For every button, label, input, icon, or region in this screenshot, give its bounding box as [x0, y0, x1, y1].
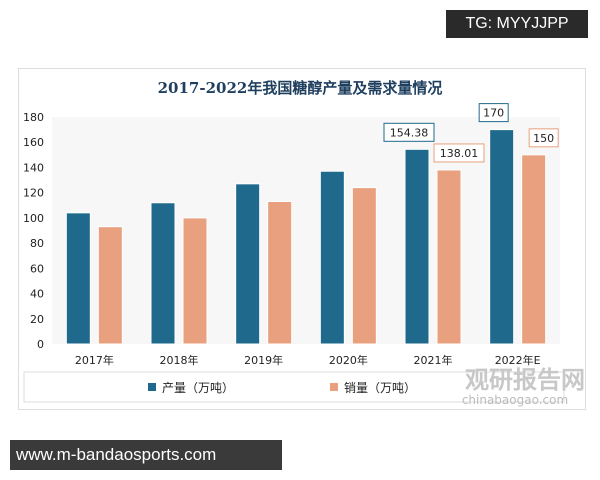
data-label-box [528, 128, 559, 148]
chart-panel [18, 68, 586, 410]
bar-production [489, 129, 515, 345]
y-tick-label: 80 [30, 237, 44, 250]
x-tick-label: 2022年E [495, 353, 541, 367]
legend-swatch [330, 383, 338, 391]
data-label-box [478, 103, 509, 123]
bar-production [150, 202, 176, 345]
data-label: 138.01 [440, 147, 479, 160]
y-tick-label: 20 [30, 313, 44, 326]
legend-label: 产量（万吨） [162, 381, 234, 395]
y-tick-label: 60 [30, 262, 44, 275]
legend-label: 销量（万吨） [344, 381, 416, 395]
data-label: 154.38 [390, 126, 429, 139]
y-tick-label: 40 [30, 288, 44, 301]
bar-sales [97, 226, 123, 345]
y-tick-label: 180 [23, 111, 44, 124]
bar-production [319, 170, 345, 345]
tg-label: TG: MYYJJPP [446, 10, 588, 38]
x-tick-label: 2018年 [160, 353, 199, 367]
chart-title: 2017-2022年我国糖醇产量及需求量情况 [158, 79, 443, 97]
y-tick-label: 120 [23, 187, 44, 200]
y-tick-label: 140 [23, 161, 44, 174]
watermark-en: chinabaogao.com [462, 393, 568, 407]
legend-swatch [148, 383, 156, 391]
x-tick-label: 2017年 [75, 353, 114, 367]
bar-production [404, 148, 430, 345]
x-tick-label: 2020年 [329, 353, 368, 367]
bar-sales [351, 187, 377, 345]
data-label-box [383, 122, 435, 142]
bar-sales [182, 217, 208, 345]
y-tick-label: 0 [37, 338, 44, 351]
url-label: www.m-bandaosports.com [10, 440, 282, 470]
y-tick-label: 100 [23, 212, 44, 225]
bar-sales [267, 200, 293, 345]
data-label: 150 [533, 132, 554, 145]
y-tick-label: 160 [23, 136, 44, 149]
x-tick-label: 2021年 [414, 353, 453, 367]
data-label-box [433, 143, 485, 163]
data-label: 170 [483, 107, 504, 120]
watermark-cn: 观研报告网 [465, 366, 585, 394]
legend-box [23, 371, 565, 403]
bar-production [65, 212, 91, 345]
bar-sales [521, 154, 547, 345]
bar-production [235, 183, 261, 345]
bar-sales [436, 169, 462, 345]
x-tick-label: 2019年 [244, 353, 283, 367]
